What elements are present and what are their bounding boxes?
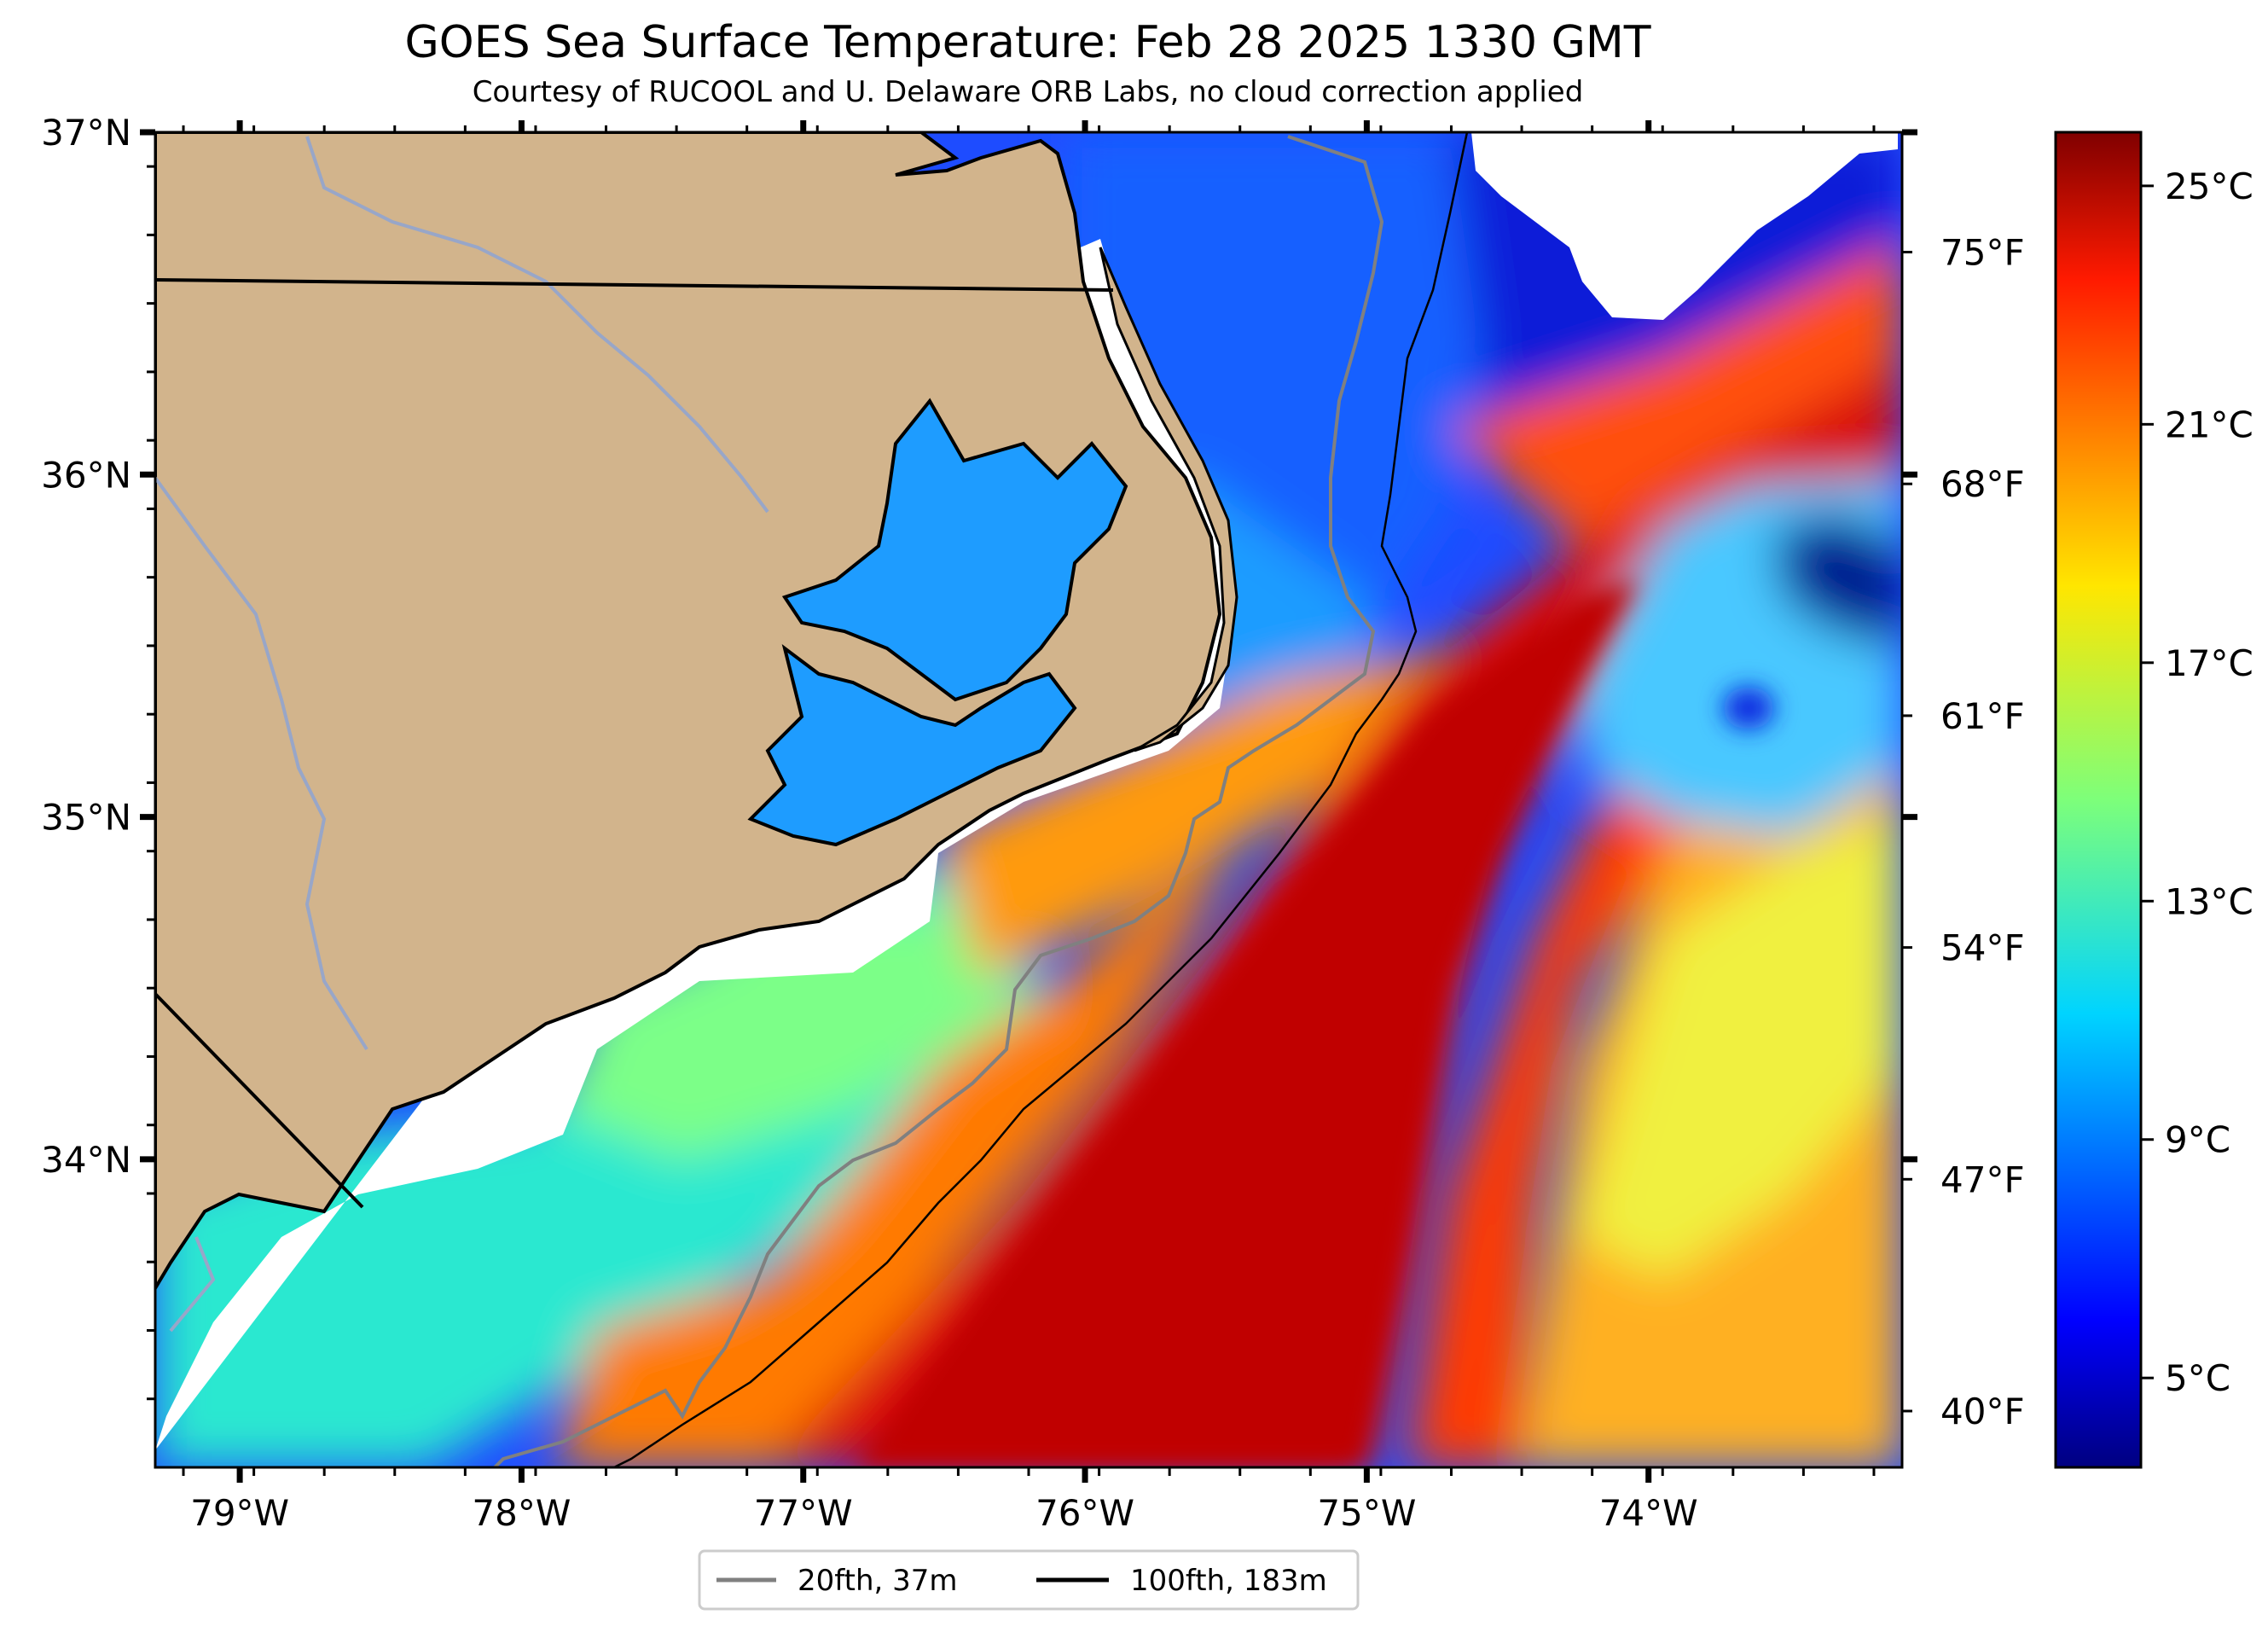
lon-tick-label: 77°W — [754, 1492, 853, 1534]
fahrenheit-tick-label: 54°F — [1940, 927, 2025, 969]
colorbar-ticks: 25°C 21°C 17°C 13°C 9°C 5°C — [2141, 166, 2253, 1399]
fahrenheit-tick-label: 47°F — [1940, 1159, 2025, 1200]
longitude-axis: 79°W 78°W 77°W 76°W 75°W 74°W — [182, 120, 1876, 1534]
legend-label-100fth: 100fth, 183m — [1130, 1564, 1327, 1598]
fahrenheit-tick-label: 75°F — [1940, 232, 2025, 274]
isobath-20fth — [493, 135, 1384, 1467]
lat-tick-label: 35°N — [41, 797, 131, 839]
colorbar-gradient — [2054, 131, 2143, 1469]
lon-tick-label: 74°W — [1599, 1492, 1698, 1534]
latitude-axis: 37°N 36°N 35°N 34°N — [41, 112, 155, 1401]
lat-tick-label: 36°N — [41, 454, 131, 496]
lat-tick-label: 37°N — [41, 112, 131, 154]
legend: 20fth, 37m 100fth, 183m — [698, 1549, 1360, 1611]
legend-box — [698, 1549, 1360, 1611]
legend-label-20fth: 20fth, 37m — [798, 1564, 958, 1598]
colorbar-tick-label: 9°C — [2165, 1119, 2230, 1161]
fahrenheit-tick-label: 40°F — [1940, 1391, 2025, 1432]
fahrenheit-tick-label: 68°F — [1940, 463, 2025, 505]
isobath-100fth — [613, 132, 1469, 1467]
colorbar-tick-label: 5°C — [2165, 1357, 2230, 1399]
colorbar-tick-label: 17°C — [2165, 642, 2253, 684]
lon-tick-label: 79°W — [190, 1492, 289, 1534]
colorbar-tick-label: 13°C — [2165, 880, 2253, 922]
map-title: GOES Sea Surface Temperature: Feb 28 202… — [404, 17, 1651, 68]
fahrenheit-tick-label: 61°F — [1940, 695, 2025, 737]
lon-tick-label: 75°W — [1317, 1492, 1416, 1534]
lat-tick-label: 34°N — [41, 1139, 131, 1181]
colorbar-tick-label: 25°C — [2165, 166, 2253, 207]
lon-tick-label: 76°W — [1035, 1492, 1134, 1534]
lon-tick-label: 78°W — [472, 1492, 571, 1534]
land — [155, 132, 1238, 1450]
fahrenheit-axis: 75°F 68°F 61°F 54°F 47°F 40°F — [1902, 129, 2025, 1432]
colorbar: 25°C 21°C 17°C 13°C 9°C 5°C — [2054, 131, 2253, 1469]
map-subtitle: Courtesy of RUCOOL and U. Delaware ORB L… — [472, 75, 1584, 109]
cloud-mask — [1471, 132, 1898, 320]
colorbar-tick-label: 21°C — [2165, 404, 2253, 445]
